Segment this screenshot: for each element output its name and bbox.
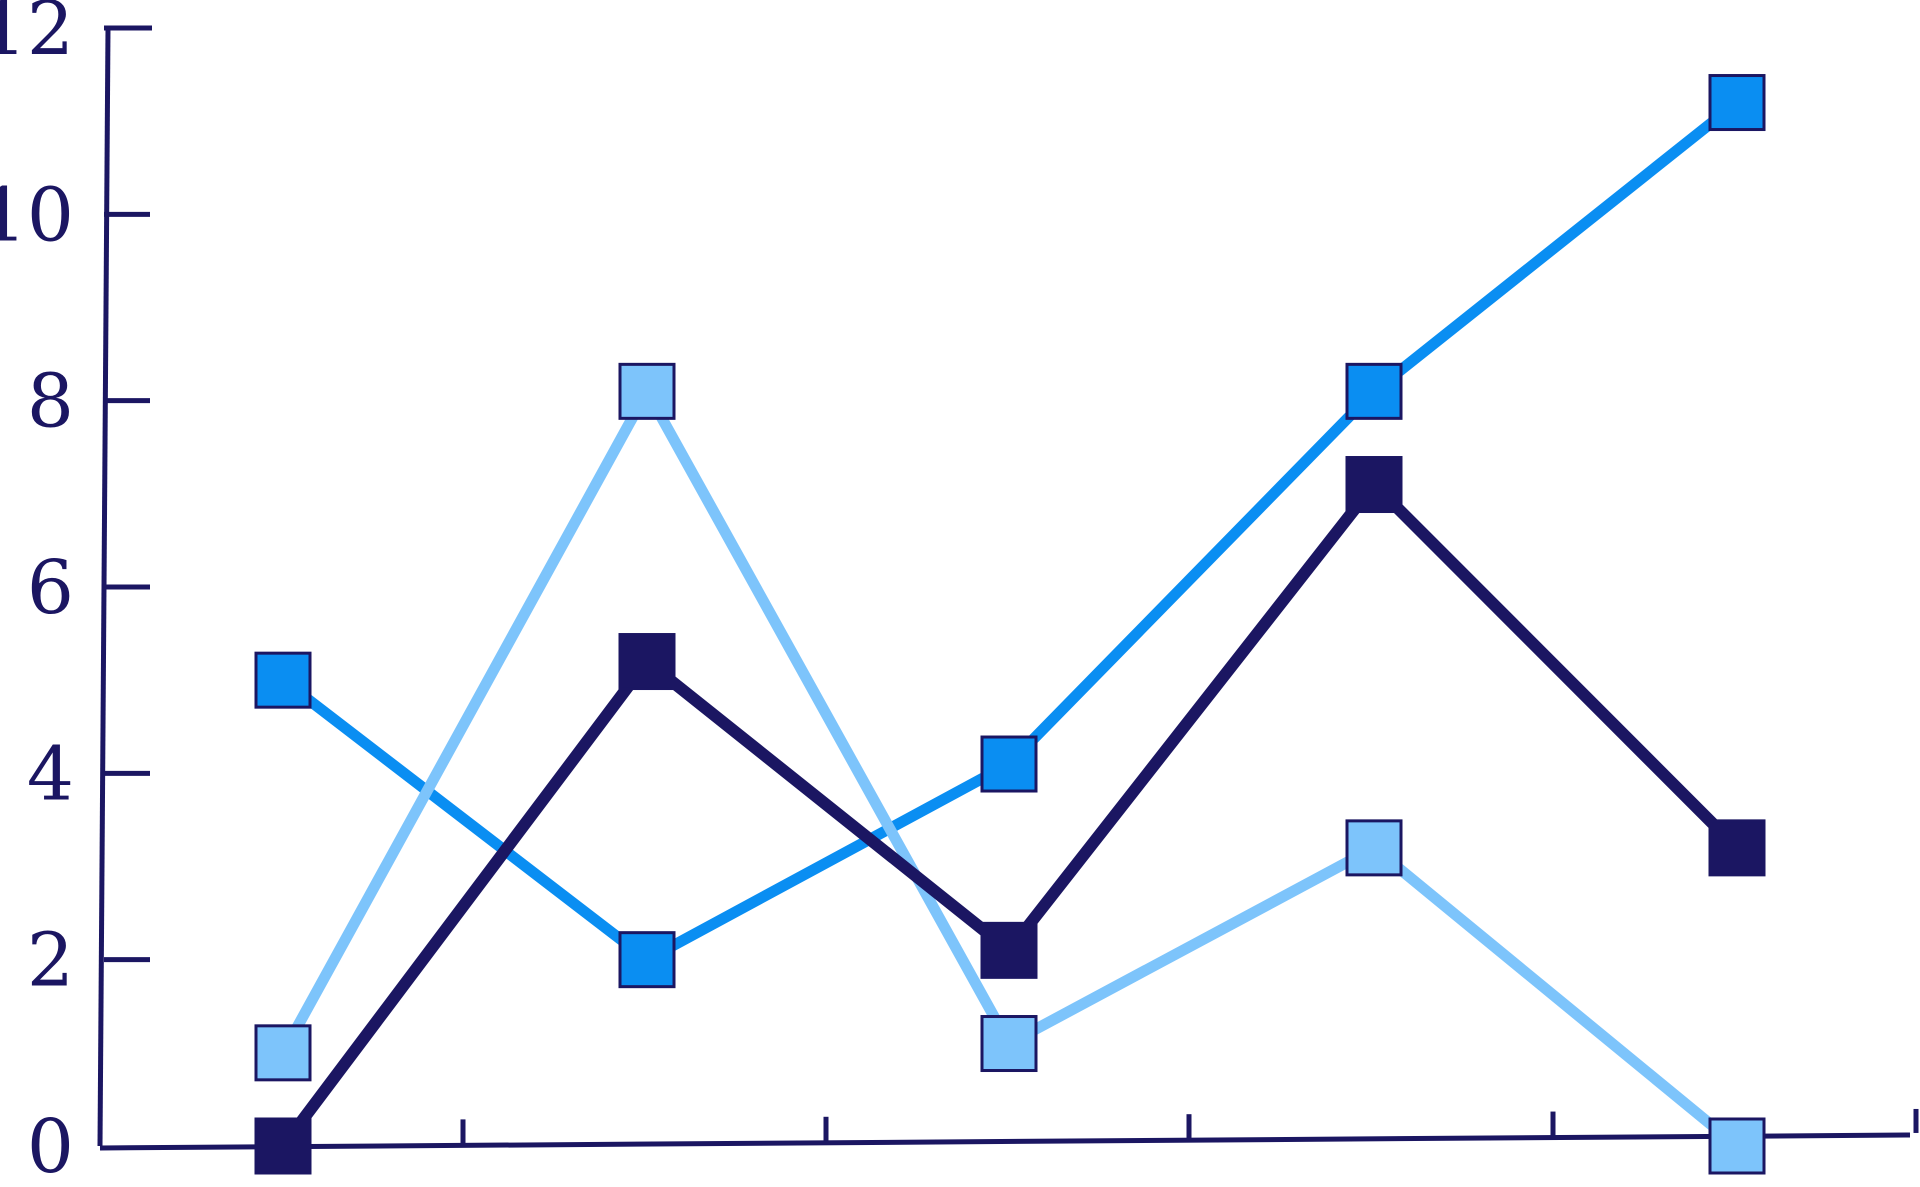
y-tick-label-2: 2	[27, 918, 74, 1004]
series-2-point-4	[1345, 819, 1403, 877]
series-3-point-5	[1708, 819, 1766, 877]
series-1-point-4	[1345, 362, 1403, 420]
series-1-point-2	[618, 931, 676, 989]
y-tick-label-12: 12	[0, 0, 74, 72]
series-2-point-3	[980, 1015, 1038, 1073]
series-1-point-3	[980, 735, 1038, 793]
y-tick-label-8: 8	[27, 359, 74, 445]
y-tick-label-6: 6	[27, 545, 74, 631]
series-3-point-1	[254, 1117, 312, 1175]
series-1-line	[279, 98, 1741, 967]
series-3-point-4	[1345, 456, 1403, 514]
y-axis-tick-labels: 0 2 4 6 8 10 12	[0, 0, 74, 1187]
x-axis-line	[99, 1132, 1911, 1151]
y-tick-label-0: 0	[27, 1104, 74, 1187]
y-tick-label-10: 10	[0, 172, 74, 258]
series-2-point-1	[254, 1024, 312, 1082]
series-lines	[278, 98, 1742, 1151]
series-1-point-5	[1708, 74, 1766, 132]
chart-axes	[97, 25, 1919, 1151]
y-tick-label-4: 4	[27, 731, 74, 817]
series-1-point-1	[254, 651, 312, 709]
series-markers	[254, 74, 1766, 1175]
series-2-point-2	[618, 362, 676, 420]
series-3-point-3	[980, 921, 1038, 979]
series-3-point-2	[618, 633, 676, 691]
series-2-point-5	[1708, 1117, 1766, 1175]
